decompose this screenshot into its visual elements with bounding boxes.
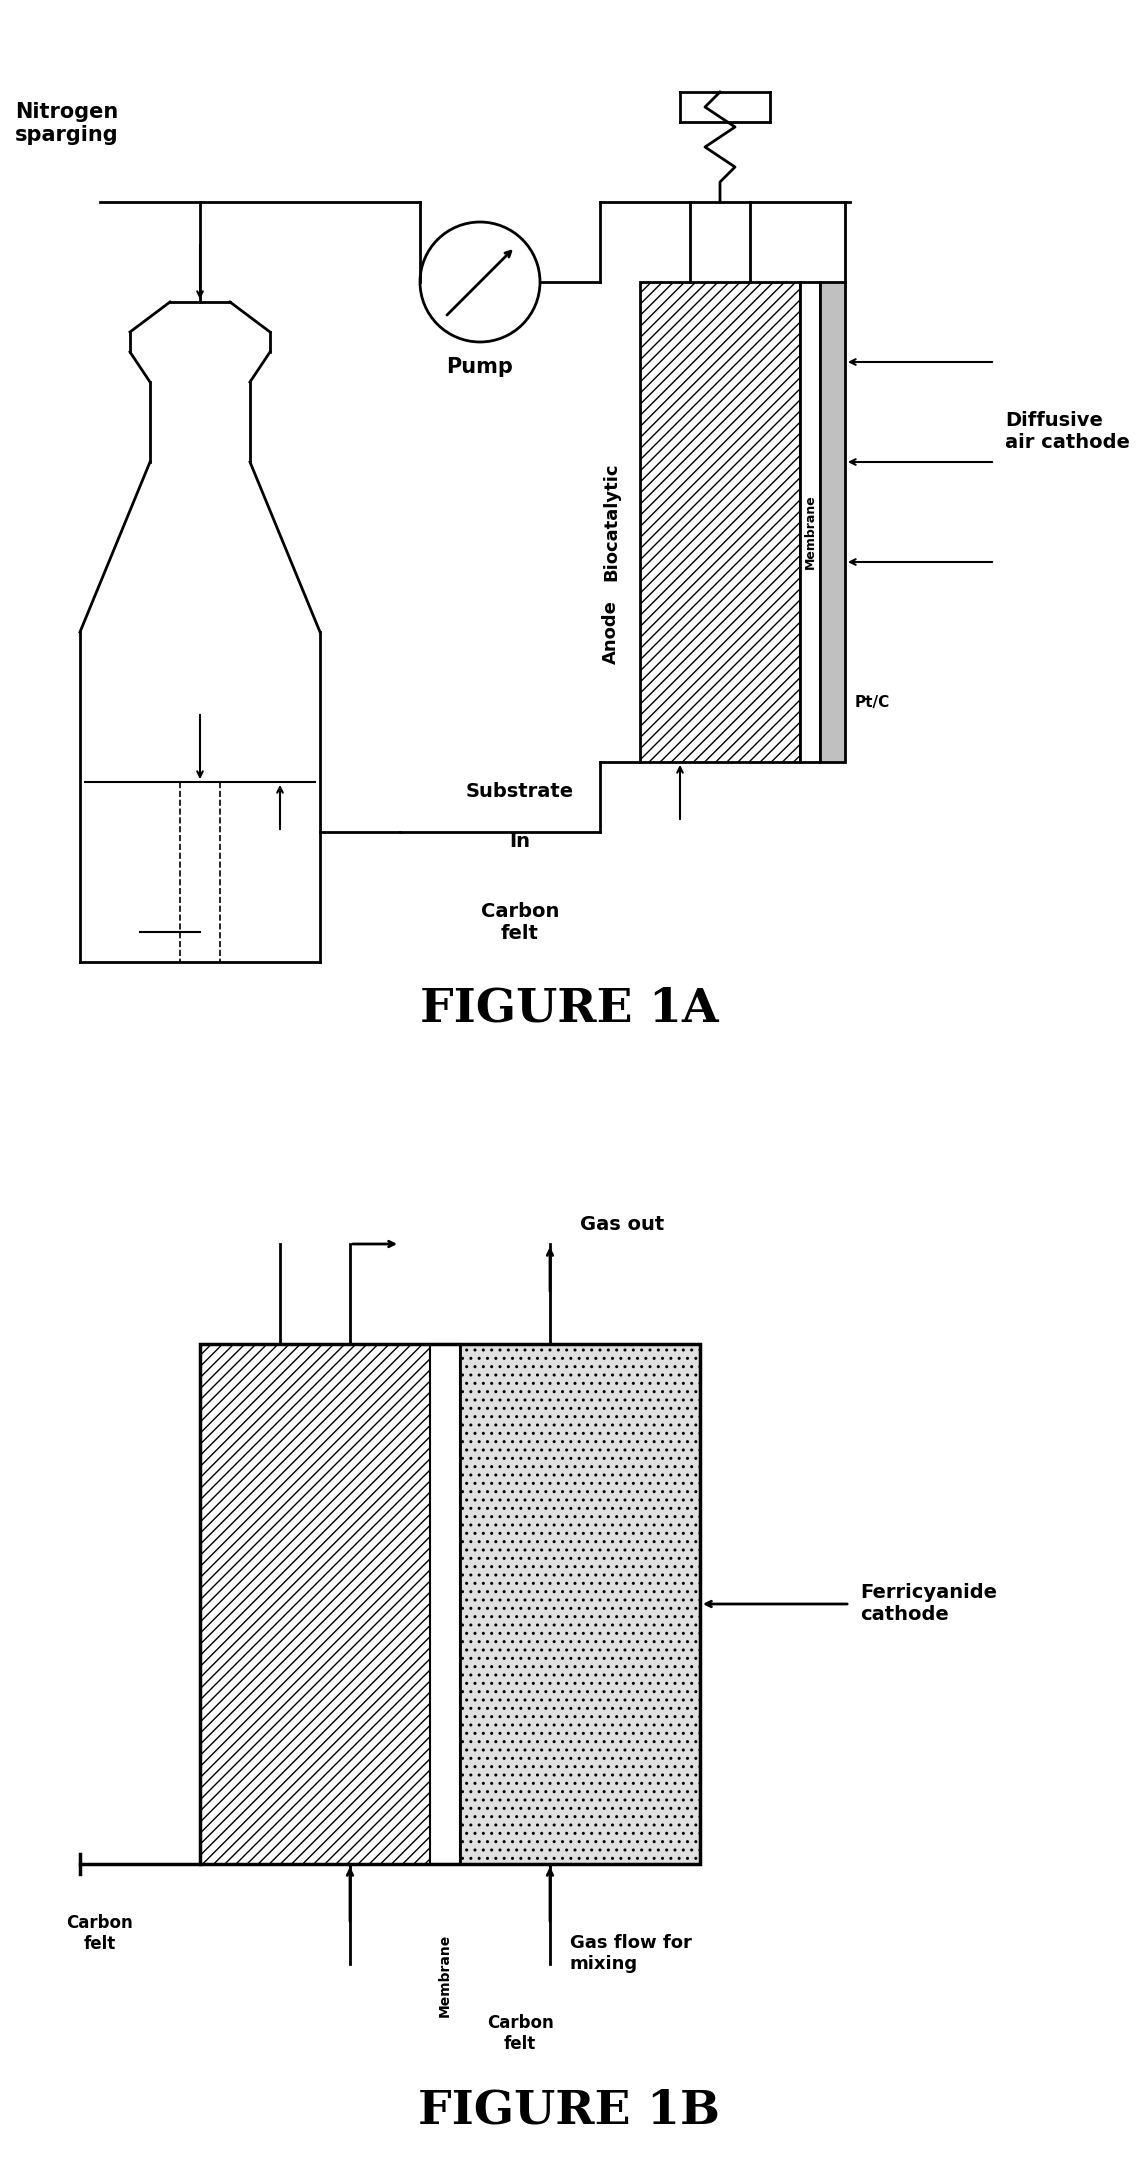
Text: Carbon
felt: Carbon felt: [481, 902, 559, 944]
Text: Pump: Pump: [446, 357, 513, 377]
Text: Membrane: Membrane: [803, 496, 816, 569]
Bar: [460, 1344, 700, 1863]
Bar: [200, 1344, 700, 1863]
Bar: [800, 281, 820, 762]
Text: Diffusive
air cathode: Diffusive air cathode: [1005, 411, 1130, 452]
Text: Membrane: Membrane: [438, 1935, 452, 2017]
Text: Carbon
felt: Carbon felt: [487, 2015, 553, 2054]
Bar: [640, 281, 800, 762]
Text: FIGURE 1A: FIGURE 1A: [420, 987, 718, 1032]
Text: Gas out: Gas out: [580, 1214, 665, 1233]
Bar: [640, 281, 800, 762]
Text: Substrate: Substrate: [465, 781, 574, 801]
Text: Biocatalytic: Biocatalytic: [602, 463, 620, 582]
Text: Gas flow for
mixing: Gas flow for mixing: [570, 1935, 692, 1974]
Text: FIGURE 1B: FIGURE 1B: [418, 2088, 720, 2134]
Text: In: In: [510, 831, 530, 850]
Text: Anode: Anode: [602, 599, 620, 664]
Bar: [820, 281, 846, 762]
Bar: [200, 1344, 430, 1863]
Text: Ferricyanide
cathode: Ferricyanide cathode: [860, 1584, 997, 1625]
Text: Carbon
felt: Carbon felt: [67, 1913, 133, 1952]
Text: Nitrogen
sparging: Nitrogen sparging: [15, 102, 118, 145]
Bar: [430, 1344, 460, 1863]
Text: Pt/C: Pt/C: [855, 695, 890, 710]
